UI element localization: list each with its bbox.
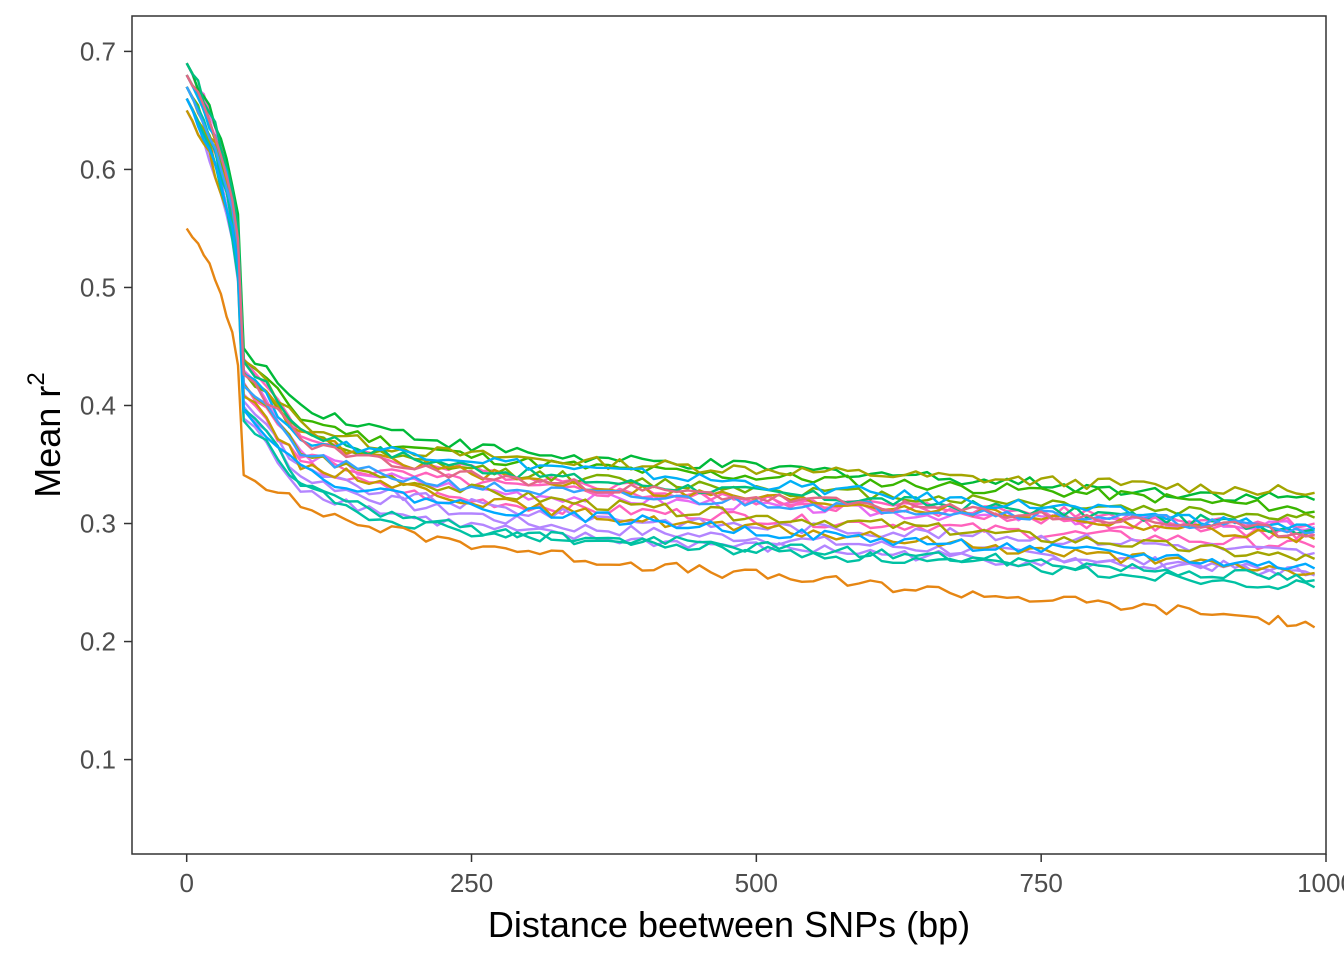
y-tick-label: 0.5 <box>80 272 116 302</box>
x-axis-title: Distance beetween SNPs (bp) <box>488 904 970 945</box>
y-tick-label: 0.2 <box>80 627 116 657</box>
y-axis-title-main: Mean r <box>27 386 68 498</box>
y-tick-label: 0.7 <box>80 36 116 66</box>
series-line-13 <box>185 109 1315 577</box>
series-layer <box>185 62 1316 629</box>
x-tick-label: 250 <box>450 868 493 898</box>
series-line-17 <box>185 98 1315 583</box>
series-line-11 <box>185 74 1315 496</box>
y-axis: 0.1 0.2 0.3 0.4 0.5 0.6 0.7 <box>80 36 132 775</box>
y-tick-label: 0.1 <box>80 745 116 775</box>
series-line-19 <box>185 86 1315 535</box>
y-tick-label: 0.6 <box>80 154 116 184</box>
x-tick-label: 750 <box>1019 868 1062 898</box>
series-line-14 <box>185 86 1316 544</box>
series-line-21 <box>185 74 1315 538</box>
y-axis-title: Mean r2 <box>23 372 68 497</box>
series-line-8 <box>185 62 1316 502</box>
series-line-20 <box>185 98 1316 571</box>
series-line-9 <box>185 74 1315 515</box>
y-tick-label: 0.3 <box>80 509 116 539</box>
x-tick-label: 0 <box>179 868 193 898</box>
series-line-22 <box>185 227 1316 629</box>
x-tick-label: 500 <box>735 868 778 898</box>
y-tick-label: 0.4 <box>80 390 116 420</box>
series-line-16 <box>185 86 1316 591</box>
y-axis-title-superscript: 2 <box>23 372 50 385</box>
plot-panel-border <box>131 15 1327 855</box>
series-line-7 <box>185 98 1315 557</box>
